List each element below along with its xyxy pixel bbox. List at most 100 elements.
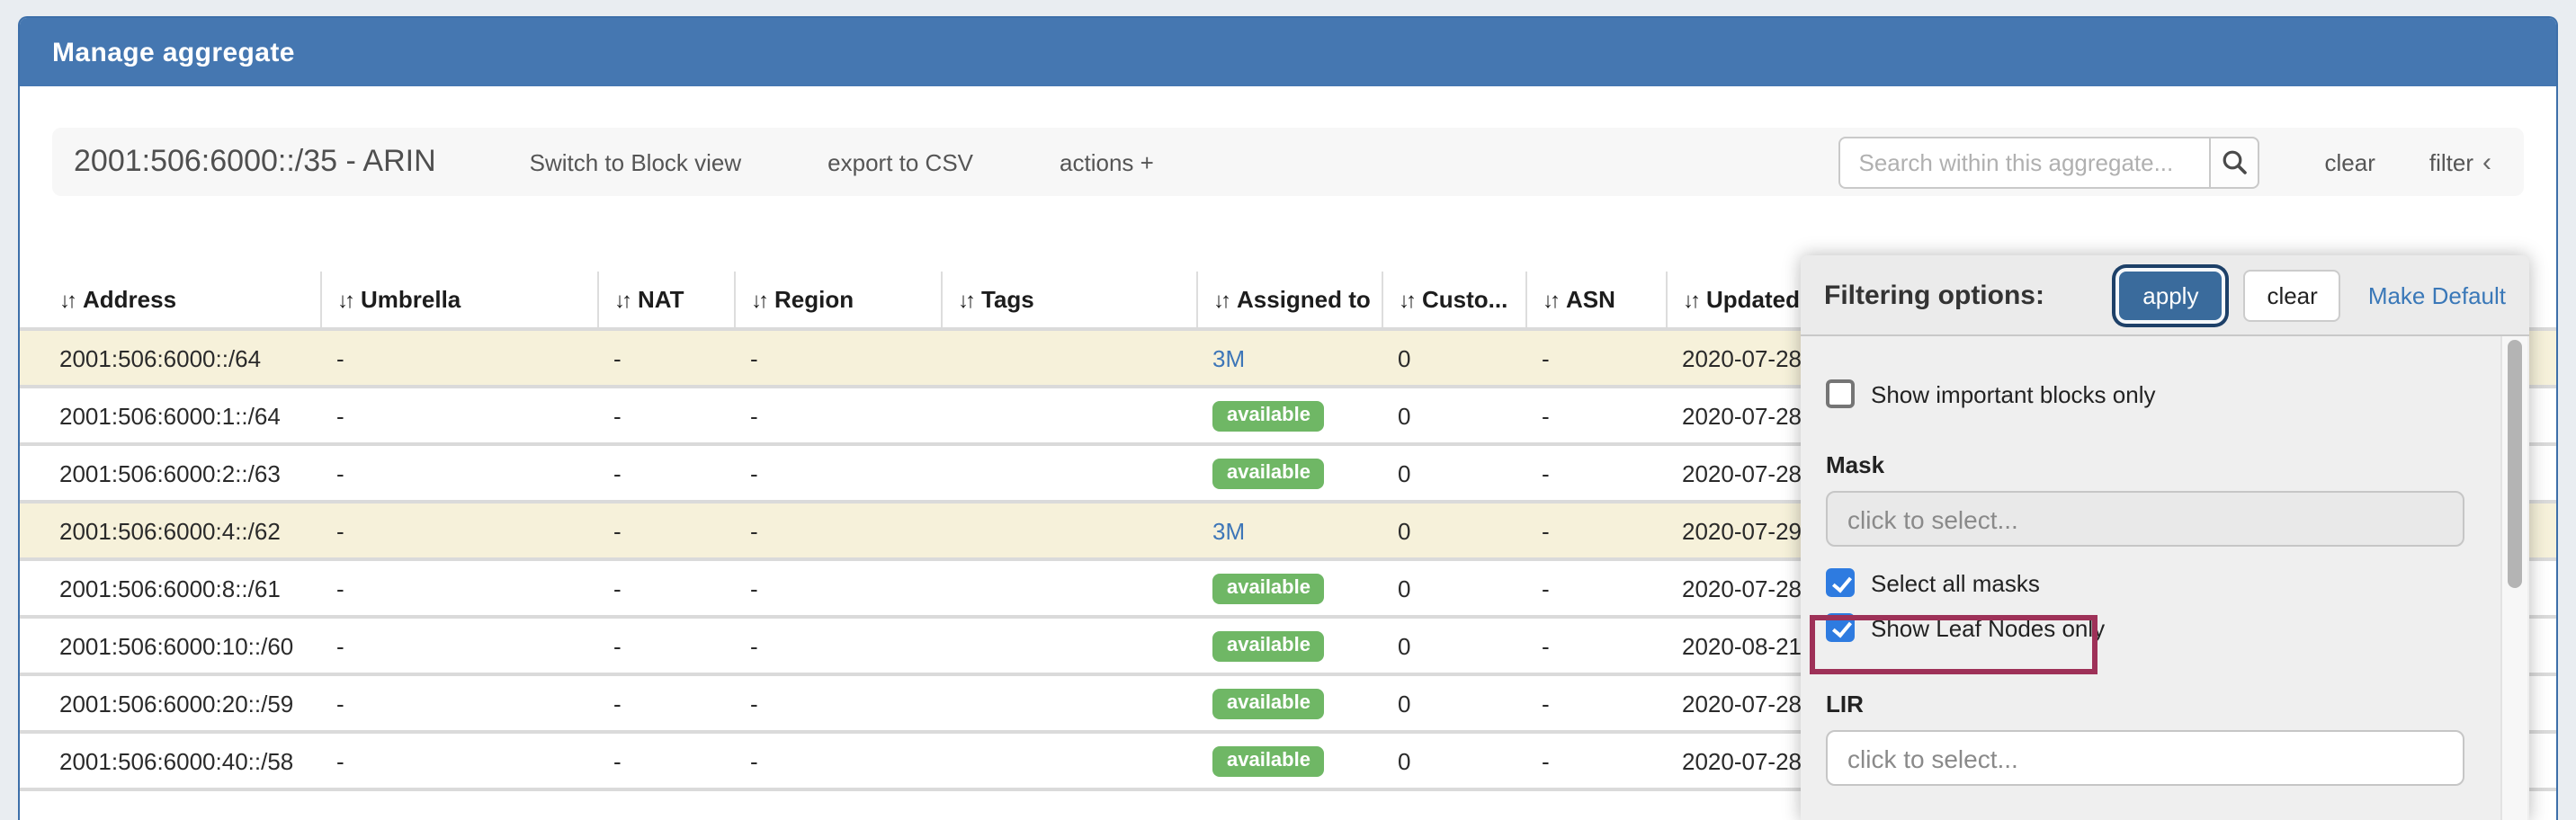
- column-header-address[interactable]: ↓↑ Address: [20, 272, 320, 331]
- cell-asn: -: [1525, 559, 1666, 619]
- show-leaf-nodes-checkbox[interactable]: [1826, 613, 1855, 642]
- table-row: 2001:506:6000:1::/64- - - available 0-2020-0…: [20, 387, 2556, 446]
- status-badge: available: [1212, 631, 1325, 662]
- show-important-blocks-label: Show important blocks only: [1871, 380, 2156, 407]
- cell-assigned: 3M: [1196, 502, 1382, 561]
- cell-address: 2001:506:6000::/64: [20, 329, 320, 388]
- assigned-to-link[interactable]: 3M: [1212, 344, 1246, 371]
- cell-customer: 0: [1382, 559, 1525, 619]
- column-header-assigned-to[interactable]: ↓↑ Assigned to: [1195, 272, 1382, 331]
- cell-tags: [941, 674, 1196, 734]
- export-to-csv-link[interactable]: export to CSV: [827, 148, 974, 175]
- cell-region: -: [734, 732, 941, 791]
- cell-address: 2001:506:6000:1::/64: [20, 387, 320, 446]
- filtering-options-panel: Filtering options: apply clear Make Defa…: [1801, 255, 2529, 820]
- cell-customer: 0: [1382, 617, 1525, 676]
- status-badge: available: [1212, 689, 1325, 719]
- panel-scrollbar-track[interactable]: [2500, 336, 2527, 820]
- select-all-masks-label: Select all masks: [1871, 569, 2040, 596]
- cell-region: -: [734, 444, 941, 504]
- column-header-umbrella[interactable]: ↓↑ Umbrella: [319, 272, 597, 331]
- make-default-link[interactable]: Make Default: [2367, 281, 2506, 308]
- cell-assigned: 3M: [1196, 329, 1382, 388]
- cell-address: 2001:506:6000:2::/63: [20, 444, 320, 504]
- search-input[interactable]: [1838, 136, 2210, 188]
- cell-assigned: available: [1196, 559, 1382, 619]
- show-leaf-nodes-row: Show Leaf Nodes only: [1826, 613, 2486, 642]
- status-badge: available: [1212, 401, 1325, 432]
- cell-customer: 0: [1382, 732, 1525, 791]
- sort-icon: ↓↑: [751, 288, 769, 313]
- cell-umbrella: -: [320, 674, 597, 734]
- clear-filters-button[interactable]: clear: [2243, 269, 2341, 321]
- sort-icon: ↓↑: [1213, 288, 1231, 313]
- column-header-asn[interactable]: ↓↑ ASN: [1525, 272, 1666, 331]
- cell-nat: -: [597, 732, 734, 791]
- cell-tags: [941, 559, 1196, 619]
- select-all-masks-row: Select all masks: [1826, 568, 2486, 597]
- filter-toggle-link[interactable]: filter ‹: [2428, 147, 2491, 177]
- cell-address: 2001:506:6000:8::/61: [20, 559, 320, 619]
- aggregate-title: 2001:506:6000::/35 - ARIN: [74, 144, 436, 178]
- page-title: Manage aggregate: [52, 37, 295, 67]
- cell-region: -: [734, 329, 941, 388]
- toolbar: 2001:506:6000::/35 - ARIN Switch to Bloc…: [52, 128, 2524, 196]
- select-all-masks-checkbox[interactable]: [1826, 568, 1855, 597]
- cell-nat: -: [597, 617, 734, 676]
- show-important-blocks-checkbox[interactable]: [1826, 379, 1855, 408]
- cell-umbrella: -: [320, 617, 597, 676]
- lir-select-placeholder: click to select...: [1847, 744, 2018, 772]
- apply-button[interactable]: apply: [2119, 271, 2223, 319]
- cell-address: 2001:506:6000:20::/59: [20, 674, 320, 734]
- cell-tags: [941, 387, 1196, 446]
- clear-search-link[interactable]: clear: [2324, 148, 2375, 175]
- cell-assigned: available: [1196, 444, 1382, 504]
- cell-asn: -: [1525, 502, 1666, 561]
- cell-tags: [941, 732, 1196, 791]
- assigned-to-link[interactable]: 3M: [1212, 517, 1246, 544]
- column-header-nat[interactable]: ↓↑ NAT: [596, 272, 734, 331]
- cell-assigned: available: [1196, 732, 1382, 791]
- cell-region: -: [734, 617, 941, 676]
- sort-icon: ↓↑: [1543, 288, 1561, 313]
- column-header-region[interactable]: ↓↑ Region: [733, 272, 941, 331]
- cell-umbrella: -: [320, 559, 597, 619]
- cell-customer: 0: [1382, 329, 1525, 388]
- sort-icon: ↓↑: [958, 288, 976, 313]
- sort-icon: ↓↑: [59, 288, 77, 313]
- switch-to-block-view-link[interactable]: Switch to Block view: [529, 148, 742, 175]
- cell-umbrella: -: [320, 444, 597, 504]
- actions-menu[interactable]: actions +: [1060, 148, 1154, 175]
- mask-select[interactable]: click to select...: [1826, 491, 2464, 547]
- cell-nat: -: [597, 387, 734, 446]
- mask-select-placeholder: click to select...: [1847, 504, 2018, 533]
- cell-umbrella: -: [320, 329, 597, 388]
- status-badge: available: [1212, 459, 1325, 489]
- sort-icon: ↓↑: [614, 288, 632, 313]
- cell-nat: -: [597, 444, 734, 504]
- cell-nat: -: [597, 502, 734, 561]
- cell-nat: -: [597, 329, 734, 388]
- cell-region: -: [734, 674, 941, 734]
- filter-panel-title: Filtering options:: [1824, 280, 2044, 310]
- column-header-tags[interactable]: ↓↑ Tags: [940, 272, 1196, 331]
- status-badge: available: [1212, 746, 1325, 777]
- cell-region: -: [734, 502, 941, 561]
- cell-asn: -: [1525, 329, 1666, 388]
- cell-tags: [941, 329, 1196, 388]
- cell-address: 2001:506:6000:4::/62: [20, 502, 320, 561]
- cell-umbrella: -: [320, 732, 597, 791]
- search-button[interactable]: [2209, 136, 2260, 188]
- panel-scrollbar-thumb[interactable]: [2508, 340, 2522, 588]
- search-group: [1838, 136, 2260, 188]
- window-titlebar: Manage aggregate: [20, 18, 2556, 86]
- search-icon: [2223, 150, 2248, 174]
- lir-section-label: LIR: [1826, 691, 1864, 718]
- cell-tags: [941, 502, 1196, 561]
- column-header-custo[interactable]: ↓↑ Custo...: [1381, 272, 1525, 331]
- cell-nat: -: [597, 559, 734, 619]
- filter-panel-header: Filtering options: apply clear Make Defa…: [1801, 255, 2529, 336]
- cell-tags: [941, 617, 1196, 676]
- lir-select[interactable]: click to select...: [1826, 730, 2464, 786]
- manage-aggregate-window: Manage aggregate 2001:506:6000::/35 - AR…: [18, 16, 2558, 820]
